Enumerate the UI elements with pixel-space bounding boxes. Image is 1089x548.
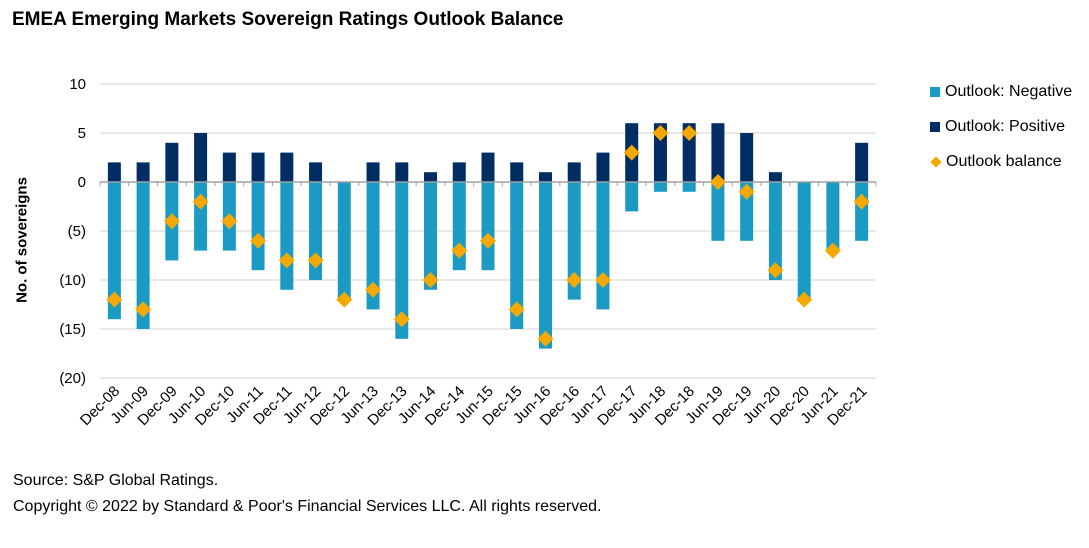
bar-negative [538,182,552,349]
balance-marker [738,183,755,200]
bar-positive [165,142,179,182]
balance-marker [623,144,640,161]
balance-marker [508,301,525,318]
legend-item-negative: Outlook: Negative [930,80,1072,104]
source-note: Source: S&P Global Ratings. [13,472,219,489]
bar-positive [251,152,265,182]
bar-negative [510,182,524,329]
bar-positive [395,162,409,182]
bar-negative [424,182,438,290]
balance-marker [796,291,813,308]
balance-marker [709,174,726,190]
balance-marker [422,272,439,288]
bar-positive [740,133,754,182]
bar-negative [596,182,610,310]
bar-negative [366,182,380,310]
legend-diamond-icon [930,156,942,168]
legend-swatch-negative [930,87,940,97]
balance-marker [106,291,123,308]
balance-marker [824,242,841,259]
balance-marker [594,272,611,288]
bar-negative [711,182,725,241]
bar-positive [567,162,581,182]
bar-positive [424,172,438,182]
y-tick-label: 5 [78,125,86,142]
bar-positive [452,162,466,182]
chart-title: EMEA Emerging Markets Sovereign Ratings … [12,9,564,30]
bar-positive [510,162,524,182]
bar-positive [653,123,667,182]
bar-negative [251,182,265,271]
legend-label: Outlook: Negative [945,83,1073,100]
balance-marker [652,125,669,141]
bar-negative [481,182,495,271]
y-tick-label: (20) [59,370,86,387]
bar-negative [395,182,409,339]
bar-positive [855,142,869,182]
y-tick-label: (15) [59,321,86,338]
bar-negative [625,182,639,212]
bar-negative [136,182,150,329]
bar-negative [826,182,840,251]
balance-marker [250,232,267,249]
balance-marker [566,272,583,288]
bar-negative [567,182,581,300]
bar-positive [711,123,725,182]
balance-marker [853,193,870,210]
bar-negative [337,182,351,300]
balance-marker [192,193,209,210]
balance-marker [537,330,554,347]
balance-marker [451,242,468,259]
y-tick-label: 10 [69,76,86,93]
legend-label: Outlook: Positive [945,118,1066,135]
bar-positive [194,133,208,182]
bar-negative [107,182,121,320]
balance-marker [767,262,784,279]
bar-negative [855,182,869,241]
bar-negative [309,182,323,280]
balance-marker [480,232,496,249]
legend-label: Outlook balance [946,153,1062,170]
legend: Outlook: Negative Outlook: Positive Outl… [930,80,1072,185]
balance-marker [336,291,353,308]
bar-negative [797,182,811,300]
y-tick-label: 0 [78,174,86,191]
bar-positive [682,123,696,182]
bar-positive [107,162,121,182]
balance-marker [278,252,295,269]
bar-positive [596,152,610,182]
bar-positive [481,152,495,182]
bar-positive [768,172,782,182]
bar-positive [366,162,380,182]
legend-swatch-positive [930,122,940,132]
bar-positive [222,152,236,182]
legend-item-balance: Outlook balance [930,150,1072,174]
balance-marker [221,213,238,230]
bar-negative [194,182,208,251]
bar-negative [682,182,696,192]
balance-marker [163,213,180,230]
balance-marker [135,301,152,318]
balance-marker [307,252,324,269]
bar-positive [280,152,294,182]
bar-negative [653,182,667,192]
legend-item-positive: Outlook: Positive [930,115,1072,139]
balance-marker [393,311,410,328]
bar-negative [740,182,754,241]
copyright-note: Copyright © 2022 by Standard & Poor's Fi… [13,498,602,515]
y-tick-label: (5) [68,223,86,240]
balance-marker [681,125,698,141]
bar-positive [309,162,323,182]
bar-negative [280,182,294,290]
bar-negative [768,182,782,280]
y-tick-label: (10) [59,272,86,289]
bar-positive [136,162,150,182]
balance-marker [365,281,382,298]
bar-positive [538,172,552,182]
